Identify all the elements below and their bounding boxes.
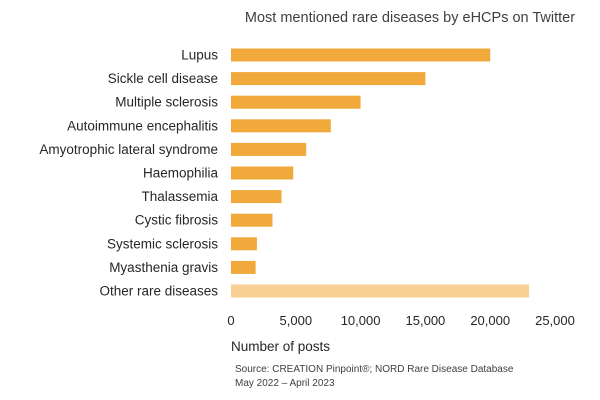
bar-sickle-cell-disease <box>231 72 426 86</box>
bar-thalassemia <box>231 190 282 204</box>
x-tick-label: 25,000 <box>535 313 575 328</box>
bar-lupus <box>231 48 491 62</box>
x-tick-label: 5,000 <box>280 313 313 328</box>
bar-other-rare-diseases <box>231 284 530 298</box>
bar-cystic-fibrosis <box>231 213 273 227</box>
x-tick-label: 15,000 <box>406 313 446 328</box>
bar-myasthenia-gravis <box>231 260 256 274</box>
x-axis-ticks: 0 5,000 10,000 15,000 20,000 25,000 <box>227 313 575 328</box>
category-label-lupus: Lupus <box>181 48 218 63</box>
bar-haemophilia <box>231 166 294 180</box>
category-label-myasthenia-gravis: Myasthenia gravis <box>109 260 218 275</box>
category-label-haemophilia: Haemophilia <box>143 166 219 181</box>
bar-amyotrophic-lateral-syndrome <box>231 142 307 156</box>
x-tick-label: 0 <box>227 313 234 328</box>
category-label-other-rare-diseases: Other rare diseases <box>99 284 218 299</box>
x-tick-label: 10,000 <box>341 313 381 328</box>
x-tick-label: 20,000 <box>470 313 510 328</box>
category-label-thalassemia: Thalassemia <box>141 189 218 204</box>
category-label-amyotrophic-lateral-syndrome: Amyotrophic lateral syndrome <box>39 142 218 157</box>
category-label-cystic-fibrosis: Cystic fibrosis <box>135 213 219 228</box>
chart-title: Most mentioned rare diseases by eHCPs on… <box>245 10 575 26</box>
bar-systemic-sclerosis <box>231 237 257 251</box>
category-label-systemic-sclerosis: Systemic sclerosis <box>107 236 218 251</box>
source-line-1: Source: CREATION Pinpoint®; NORD Rare Di… <box>235 364 514 375</box>
bar-multiple-sclerosis <box>231 95 361 109</box>
x-axis-title: Number of posts <box>231 339 330 354</box>
category-labels: Lupus Sickle cell disease Multiple scleros… <box>39 48 218 299</box>
source-line-2: May 2022 – April 2023 <box>235 378 335 389</box>
category-label-sickle-cell-disease: Sickle cell disease <box>108 71 218 86</box>
category-label-autoimmune-encephalitis: Autoimmune encephalitis <box>67 118 218 133</box>
category-label-multiple-sclerosis: Multiple sclerosis <box>115 95 218 110</box>
bars-layer <box>231 48 530 298</box>
bar-autoimmune-encephalitis <box>231 119 331 133</box>
